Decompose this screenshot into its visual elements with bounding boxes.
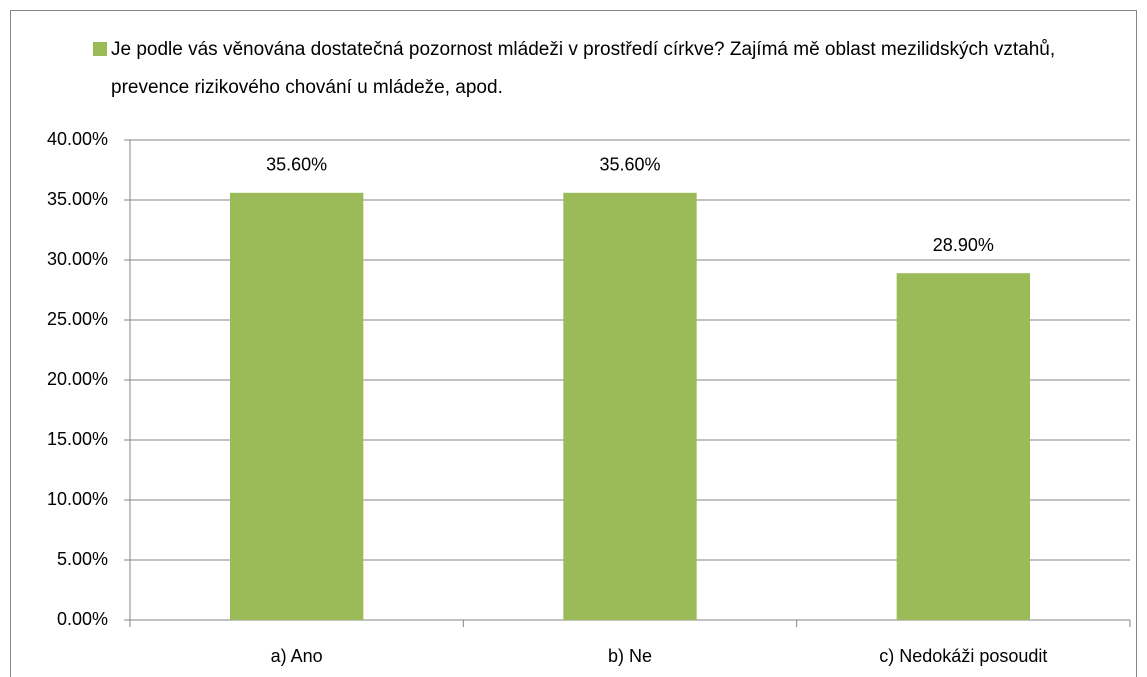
data-label: 35.60% xyxy=(266,155,327,175)
data-label: 35.60% xyxy=(599,155,660,175)
legend-entry: Je podle vás věnována dostatečná pozorno… xyxy=(111,39,1056,98)
x-tick-label: c) Nedokáži posoudit xyxy=(879,646,1047,666)
bar xyxy=(563,192,697,621)
y-tick-label: 40.00% xyxy=(47,129,108,149)
legend-swatch xyxy=(93,42,107,56)
y-tick-label: 35.00% xyxy=(47,189,108,209)
y-tick-label: 5.00% xyxy=(57,549,108,569)
bar xyxy=(896,273,1030,620)
legend-label: Je podle vás věnována dostatečná pozorno… xyxy=(111,39,1056,98)
bar xyxy=(230,192,364,621)
y-tick-label: 15.00% xyxy=(47,429,108,449)
y-tick-label: 20.00% xyxy=(47,369,108,389)
data-label: 28.90% xyxy=(933,235,994,255)
y-tick-label: 0.00% xyxy=(57,609,108,629)
x-tick-label: a) Ano xyxy=(271,646,323,666)
y-tick-label: 30.00% xyxy=(47,249,108,269)
x-tick-label: b) Ne xyxy=(608,646,652,666)
y-tick-label: 10.00% xyxy=(47,489,108,509)
y-tick-label: 25.00% xyxy=(47,309,108,329)
